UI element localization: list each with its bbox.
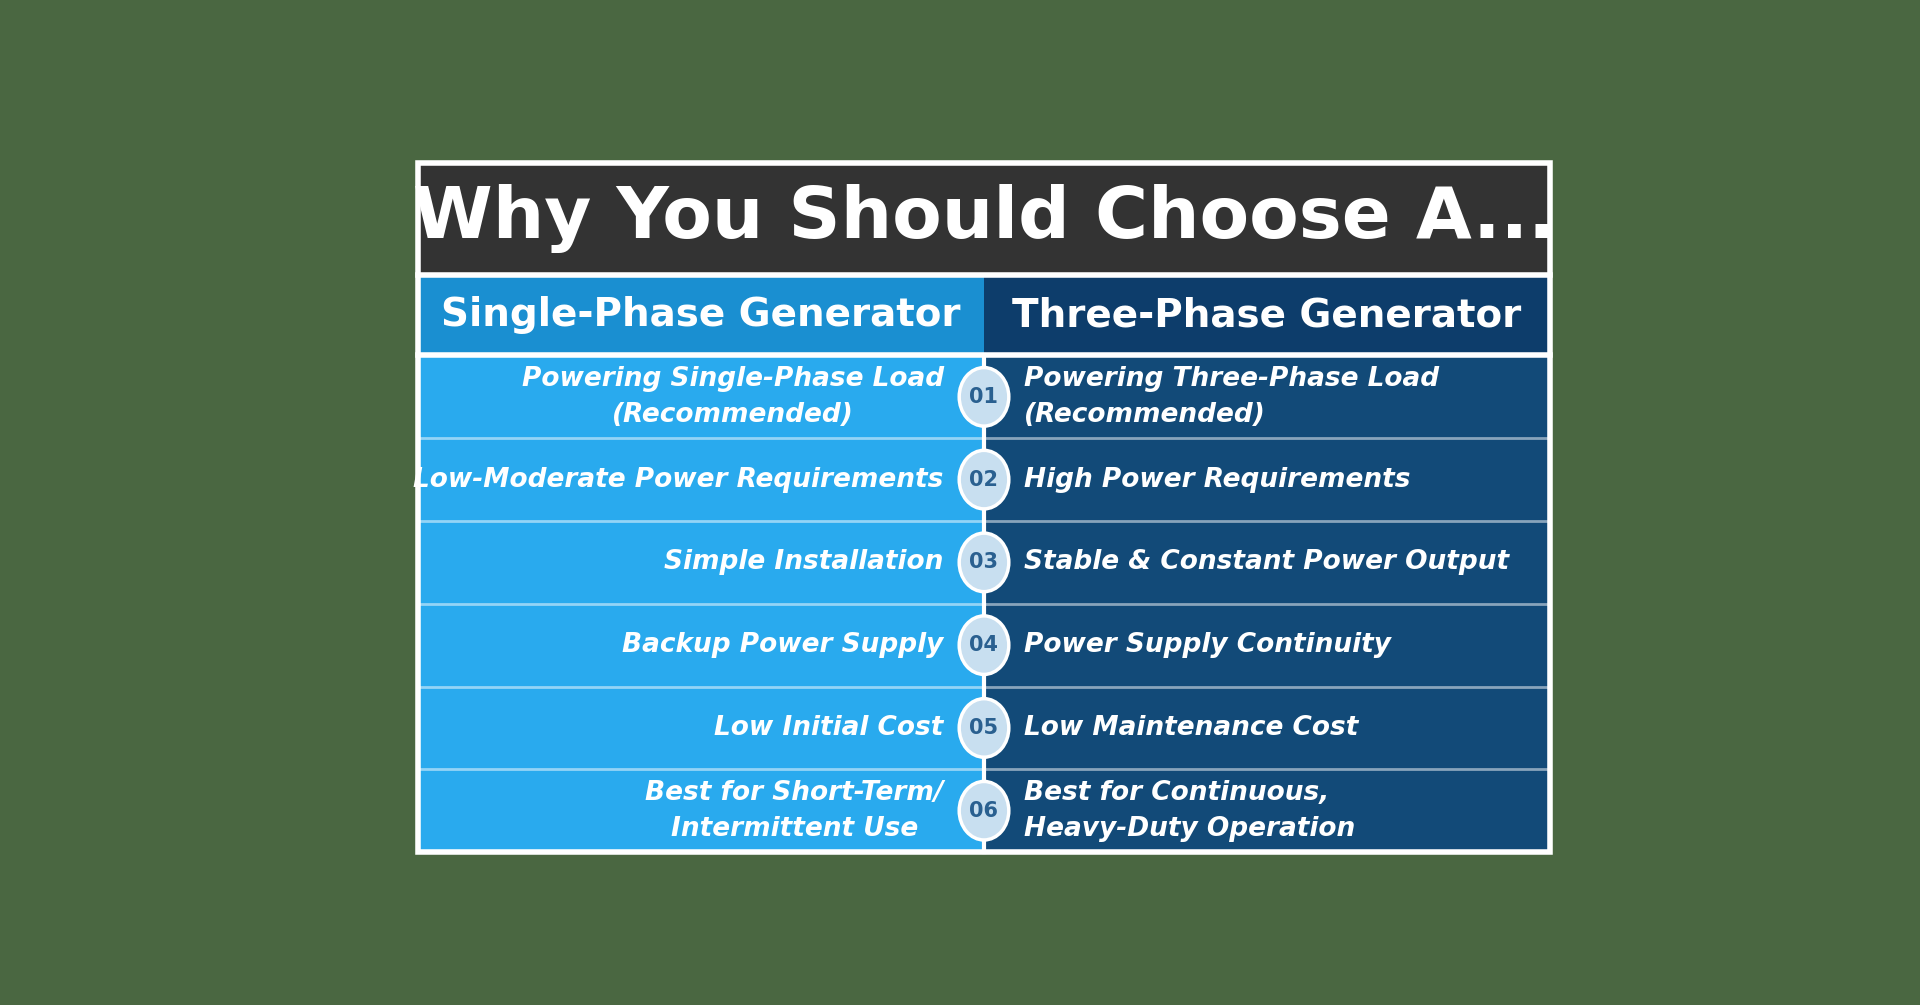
Ellipse shape	[960, 698, 1008, 757]
Text: Low Initial Cost: Low Initial Cost	[714, 715, 945, 741]
FancyBboxPatch shape	[983, 274, 1549, 356]
FancyBboxPatch shape	[983, 356, 1549, 852]
Text: Powering Single-Phase Load
(Recommended): Powering Single-Phase Load (Recommended)	[522, 366, 945, 428]
FancyBboxPatch shape	[419, 163, 1549, 274]
Text: Three-Phase Generator: Three-Phase Generator	[1012, 296, 1521, 334]
Ellipse shape	[960, 616, 1008, 674]
FancyBboxPatch shape	[419, 356, 983, 852]
Text: Simple Installation: Simple Installation	[664, 550, 945, 576]
FancyBboxPatch shape	[419, 274, 983, 356]
Text: Backup Power Supply: Backup Power Supply	[622, 632, 945, 658]
Text: Power Supply Continuity: Power Supply Continuity	[1023, 632, 1392, 658]
Text: 03: 03	[970, 553, 998, 573]
Text: Best for Short-Term/
Intermittent Use: Best for Short-Term/ Intermittent Use	[645, 780, 945, 842]
Ellipse shape	[960, 450, 1008, 509]
Text: 04: 04	[970, 635, 998, 655]
Text: Low Maintenance Cost: Low Maintenance Cost	[1023, 715, 1359, 741]
Ellipse shape	[960, 533, 1008, 592]
Ellipse shape	[960, 368, 1008, 426]
Text: Stable & Constant Power Output: Stable & Constant Power Output	[1023, 550, 1509, 576]
Ellipse shape	[960, 782, 1008, 840]
Text: Why You Should Choose A...: Why You Should Choose A...	[413, 184, 1555, 253]
Text: High Power Requirements: High Power Requirements	[1023, 466, 1411, 492]
Text: 06: 06	[970, 801, 998, 821]
Text: Single-Phase Generator: Single-Phase Generator	[442, 296, 960, 334]
Text: Powering Three-Phase Load
(Recommended): Powering Three-Phase Load (Recommended)	[1023, 366, 1440, 428]
Text: 02: 02	[970, 469, 998, 489]
Text: 05: 05	[970, 718, 998, 738]
Text: Best for Continuous,
Heavy-Duty Operation: Best for Continuous, Heavy-Duty Operatio…	[1023, 780, 1356, 842]
Text: Low-Moderate Power Requirements: Low-Moderate Power Requirements	[413, 466, 945, 492]
Text: 01: 01	[970, 387, 998, 407]
